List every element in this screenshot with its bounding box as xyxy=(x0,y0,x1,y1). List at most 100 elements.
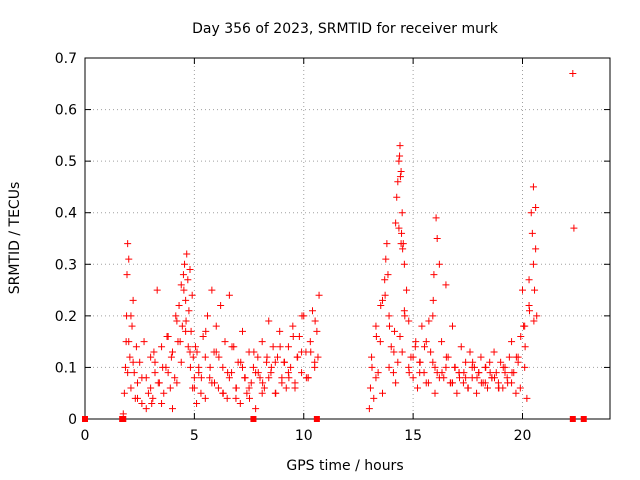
data-point xyxy=(387,343,395,351)
data-point xyxy=(221,338,229,346)
data-point xyxy=(134,379,141,387)
data-point xyxy=(260,384,268,392)
data-point xyxy=(459,379,467,387)
data-point xyxy=(416,369,424,377)
data-point xyxy=(125,255,133,263)
data-point xyxy=(172,312,180,320)
data-point xyxy=(214,384,222,392)
data-point xyxy=(512,389,520,397)
data-point xyxy=(126,353,134,361)
data-point xyxy=(120,389,128,397)
data-point xyxy=(477,353,485,361)
data-point xyxy=(219,389,227,397)
data-point xyxy=(451,363,459,371)
data-point xyxy=(191,343,199,351)
data-point xyxy=(365,405,373,413)
data-point xyxy=(182,296,190,304)
data-point xyxy=(379,389,386,397)
data-point xyxy=(449,322,456,330)
x-tick-label: 15 xyxy=(404,428,422,444)
data-point xyxy=(278,379,286,387)
data-point xyxy=(457,343,465,351)
data-point xyxy=(153,286,161,294)
data-point xyxy=(438,338,446,346)
data-point xyxy=(460,369,468,377)
zero-point-marker xyxy=(250,416,257,422)
data-point xyxy=(144,389,152,397)
data-point xyxy=(127,384,135,392)
data-point xyxy=(430,271,438,279)
data-point xyxy=(372,332,380,340)
data-point xyxy=(285,374,293,382)
data-point xyxy=(274,353,281,361)
data-point xyxy=(523,394,531,402)
data-point xyxy=(372,374,380,382)
data-point xyxy=(379,296,386,304)
data-point xyxy=(529,183,537,191)
data-point xyxy=(236,400,244,408)
data-point xyxy=(204,312,211,320)
data-point xyxy=(201,353,209,361)
data-point xyxy=(432,214,440,222)
data-point xyxy=(252,405,260,413)
data-point xyxy=(392,379,400,387)
data-point xyxy=(272,389,280,397)
data-point xyxy=(159,363,167,371)
data-point xyxy=(149,394,157,402)
data-point xyxy=(377,302,385,310)
grid-layer xyxy=(85,58,610,419)
data-point xyxy=(164,369,172,377)
data-point xyxy=(315,291,323,299)
data-point xyxy=(132,343,140,351)
data-point xyxy=(385,312,393,320)
data-point xyxy=(473,389,481,397)
data-point xyxy=(395,157,403,165)
data-point xyxy=(435,260,443,268)
data-point xyxy=(158,400,166,408)
data-point xyxy=(211,379,218,387)
data-point xyxy=(199,332,207,340)
data-point xyxy=(246,394,253,402)
data-point xyxy=(456,374,463,382)
data-point xyxy=(269,343,277,351)
data-point xyxy=(189,384,197,392)
data-point xyxy=(307,348,315,356)
data-point xyxy=(239,327,246,335)
data-point xyxy=(392,219,400,227)
data-point xyxy=(431,363,439,371)
data-point xyxy=(309,307,316,315)
data-point xyxy=(418,322,426,330)
data-point xyxy=(173,379,181,387)
data-point xyxy=(169,348,176,356)
data-point xyxy=(383,240,391,248)
data-point xyxy=(163,332,171,340)
data-point xyxy=(249,363,257,371)
data-point xyxy=(490,348,498,356)
data-point xyxy=(372,322,380,330)
data-point xyxy=(486,358,494,366)
data-point xyxy=(504,379,512,387)
data-point xyxy=(409,374,417,382)
data-point xyxy=(250,348,258,356)
data-point xyxy=(134,394,141,402)
data-point xyxy=(532,204,540,212)
data-point xyxy=(223,394,231,402)
data-point xyxy=(291,384,299,392)
data-point xyxy=(429,296,437,304)
zero-point-marker xyxy=(82,416,88,422)
data-point xyxy=(245,384,253,392)
data-point xyxy=(166,384,174,392)
data-point xyxy=(531,286,539,294)
data-point xyxy=(256,374,264,382)
data-point xyxy=(295,332,303,340)
y-tick-label: 0.7 xyxy=(55,51,77,67)
plot-frame xyxy=(84,57,611,420)
data-point xyxy=(197,389,205,397)
data-point xyxy=(179,271,187,279)
data-point xyxy=(381,276,389,284)
data-point xyxy=(431,389,439,397)
data-point xyxy=(422,379,430,387)
data-point xyxy=(184,276,192,284)
data-point xyxy=(427,348,435,356)
data-point xyxy=(453,389,461,397)
